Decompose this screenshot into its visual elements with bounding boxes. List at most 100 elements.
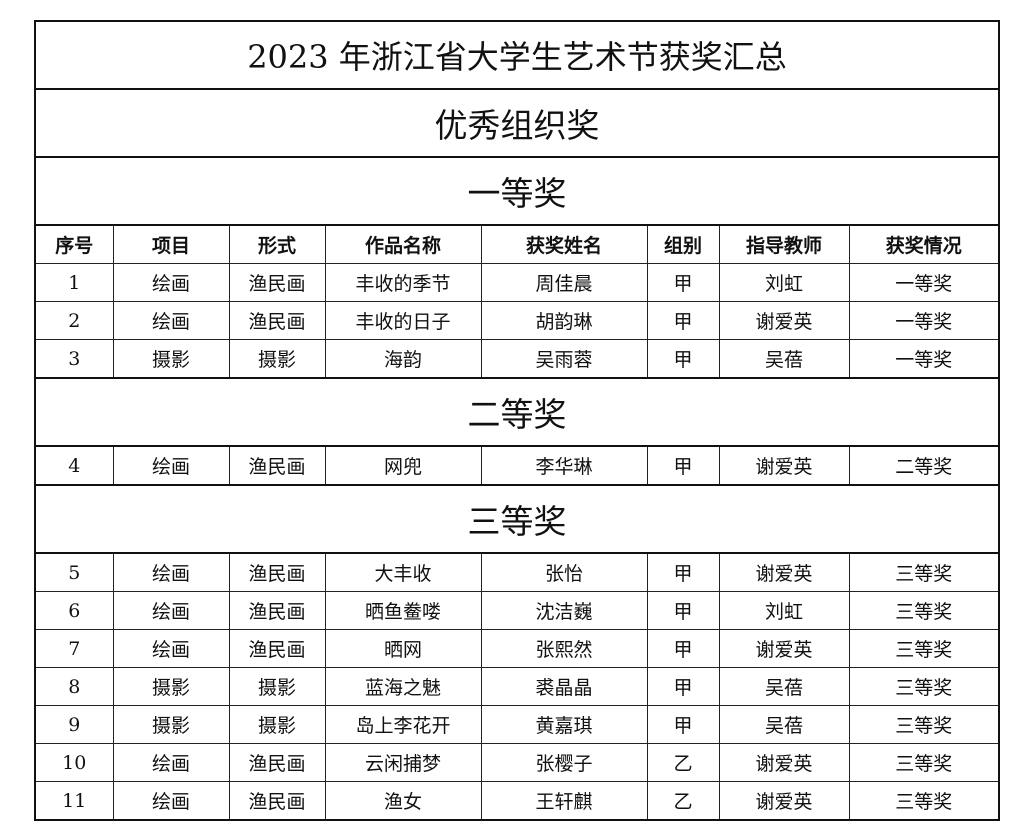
table-cell: 绘画 <box>112 629 230 668</box>
table-row: 4 绘画 渔民画 网兜 李华琳甲谢爱英 二等奖 <box>34 445 1000 486</box>
table-cell: 谢爱英 <box>718 445 850 486</box>
table-cell: 晒网 <box>324 629 482 668</box>
table-cell: 渔女 <box>324 781 482 821</box>
table-cell: 一等奖 <box>848 301 1000 340</box>
table-cell: 李华琳 <box>480 445 648 486</box>
table-cell: 三等奖 <box>848 743 1000 782</box>
table-cell: 甲 <box>646 667 720 706</box>
table-cell: 谢爱英 <box>718 552 850 592</box>
table-row: 11 绘画 渔民画 渔女 王轩麒乙谢爱英 三等奖 <box>34 781 1000 821</box>
table-cell: 渔民画 <box>228 552 326 592</box>
section-heading-row: 三等奖 <box>34 484 1000 554</box>
table-cell: 大丰收 <box>324 552 482 592</box>
table-cell: 晒鱼鲞喽 <box>324 591 482 630</box>
table-cell: 三等奖 <box>848 667 1000 706</box>
table-row: 7 绘画 渔民画 晒网 张熙然甲谢爱英 三等奖 <box>34 629 1000 668</box>
column-header: 形式 <box>228 224 326 264</box>
table-cell: 蓝海之魅 <box>324 667 482 706</box>
table-row: 2 绘画 渔民画 丰收的日子 胡韵琳甲谢爱英 一等奖 <box>34 301 1000 340</box>
table-cell: 谢爱英 <box>718 781 850 821</box>
table-cell: 渔民画 <box>228 263 326 302</box>
table-cell: 一等奖 <box>848 339 1000 379</box>
table-cell: 9 <box>34 705 114 744</box>
table-cell: 三等奖 <box>848 591 1000 630</box>
table-cell: 8 <box>34 667 114 706</box>
table-cell: 云闲捕梦 <box>324 743 482 782</box>
table-cell: 2 <box>34 301 114 340</box>
table-cell: 甲 <box>646 552 720 592</box>
table-cell: 3 <box>34 339 114 379</box>
section-heading-row: 二等奖 <box>34 377 1000 447</box>
table-cell: 7 <box>34 629 114 668</box>
table-cell: 吴蓓 <box>718 705 850 744</box>
table-cell: 王轩麒 <box>480 781 648 821</box>
table-cell: 张樱子 <box>480 743 648 782</box>
section-heading-row: 一等奖 <box>34 156 1000 226</box>
table-cell: 绘画 <box>112 743 230 782</box>
table-cell: 4 <box>34 445 114 486</box>
table-cell: 甲 <box>646 705 720 744</box>
table-cell: 渔民画 <box>228 743 326 782</box>
title-row: 2023 年浙江省大学生艺术节获奖汇总 <box>34 20 1000 90</box>
table-cell: 三等奖 <box>848 629 1000 668</box>
table-cell: 三等奖 <box>848 705 1000 744</box>
section-heading: 三等奖 <box>34 484 1000 554</box>
table-cell: 二等奖 <box>848 445 1000 486</box>
table-cell: 10 <box>34 743 114 782</box>
table-cell: 绘画 <box>112 781 230 821</box>
table-cell: 渔民画 <box>228 781 326 821</box>
table-cell: 三等奖 <box>848 781 1000 821</box>
column-header: 获奖姓名 <box>480 224 648 264</box>
table-cell: 吴蓓 <box>718 667 850 706</box>
table-cell: 谢爱英 <box>718 301 850 340</box>
awards-table: 2023 年浙江省大学生艺术节获奖汇总 优秀组织奖 一等奖 序号 项目 形式 作品名称获… <box>34 20 1000 821</box>
table-cell: 甲 <box>646 445 720 486</box>
table-row: 8 摄影 摄影 蓝海之魅 裘晶晶甲吴蓓 三等奖 <box>34 667 1000 706</box>
table-cell: 渔民画 <box>228 445 326 486</box>
table-cell: 乙 <box>646 743 720 782</box>
table-cell: 张怡 <box>480 552 648 592</box>
table-cell: 丰收的季节 <box>324 263 482 302</box>
table-cell: 岛上李花开 <box>324 705 482 744</box>
table-cell: 绘画 <box>112 552 230 592</box>
organization-award-heading: 优秀组织奖 <box>34 88 1000 158</box>
table-cell: 摄影 <box>112 705 230 744</box>
table-cell: 黄嘉琪 <box>480 705 648 744</box>
column-header: 组别 <box>646 224 720 264</box>
table-cell: 绘画 <box>112 445 230 486</box>
table-cell: 海韵 <box>324 339 482 379</box>
table-cell: 5 <box>34 552 114 592</box>
table-row: 3 摄影 摄影 海韵 吴雨蓉甲吴蓓 一等奖 <box>34 339 1000 379</box>
table-cell: 渔民画 <box>228 301 326 340</box>
table-cell: 刘虹 <box>718 591 850 630</box>
subtitle-row: 优秀组织奖 <box>34 88 1000 158</box>
table-cell: 摄影 <box>228 705 326 744</box>
table-cell: 张熙然 <box>480 629 648 668</box>
table-cell: 甲 <box>646 301 720 340</box>
table-cell: 绘画 <box>112 263 230 302</box>
table-cell: 胡韵琳 <box>480 301 648 340</box>
table-row: 6 绘画 渔民画 晒鱼鲞喽 沈洁巍甲刘虹 三等奖 <box>34 591 1000 630</box>
table-cell: 甲 <box>646 339 720 379</box>
column-header: 指导教师 <box>718 224 850 264</box>
table-cell: 6 <box>34 591 114 630</box>
table-row: 10 绘画 渔民画 云闲捕梦 张樱子乙谢爱英 三等奖 <box>34 743 1000 782</box>
table-cell: 摄影 <box>112 339 230 379</box>
section-heading: 一等奖 <box>34 156 1000 226</box>
table-cell: 吴雨蓉 <box>480 339 648 379</box>
table-row: 1 绘画 渔民画 丰收的季节 周佳晨甲刘虹 一等奖 <box>34 263 1000 302</box>
table-cell: 绘画 <box>112 301 230 340</box>
document-title: 2023 年浙江省大学生艺术节获奖汇总 <box>34 20 1000 90</box>
column-header: 项目 <box>112 224 230 264</box>
table-cell: 三等奖 <box>848 552 1000 592</box>
table-cell: 谢爱英 <box>718 629 850 668</box>
table-cell: 乙 <box>646 781 720 821</box>
table-cell: 甲 <box>646 629 720 668</box>
table-cell: 渔民画 <box>228 591 326 630</box>
table-cell: 刘虹 <box>718 263 850 302</box>
table-cell: 谢爱英 <box>718 743 850 782</box>
table-cell: 网兜 <box>324 445 482 486</box>
table-cell: 周佳晨 <box>480 263 648 302</box>
table-cell: 甲 <box>646 263 720 302</box>
table-cell: 1 <box>34 263 114 302</box>
